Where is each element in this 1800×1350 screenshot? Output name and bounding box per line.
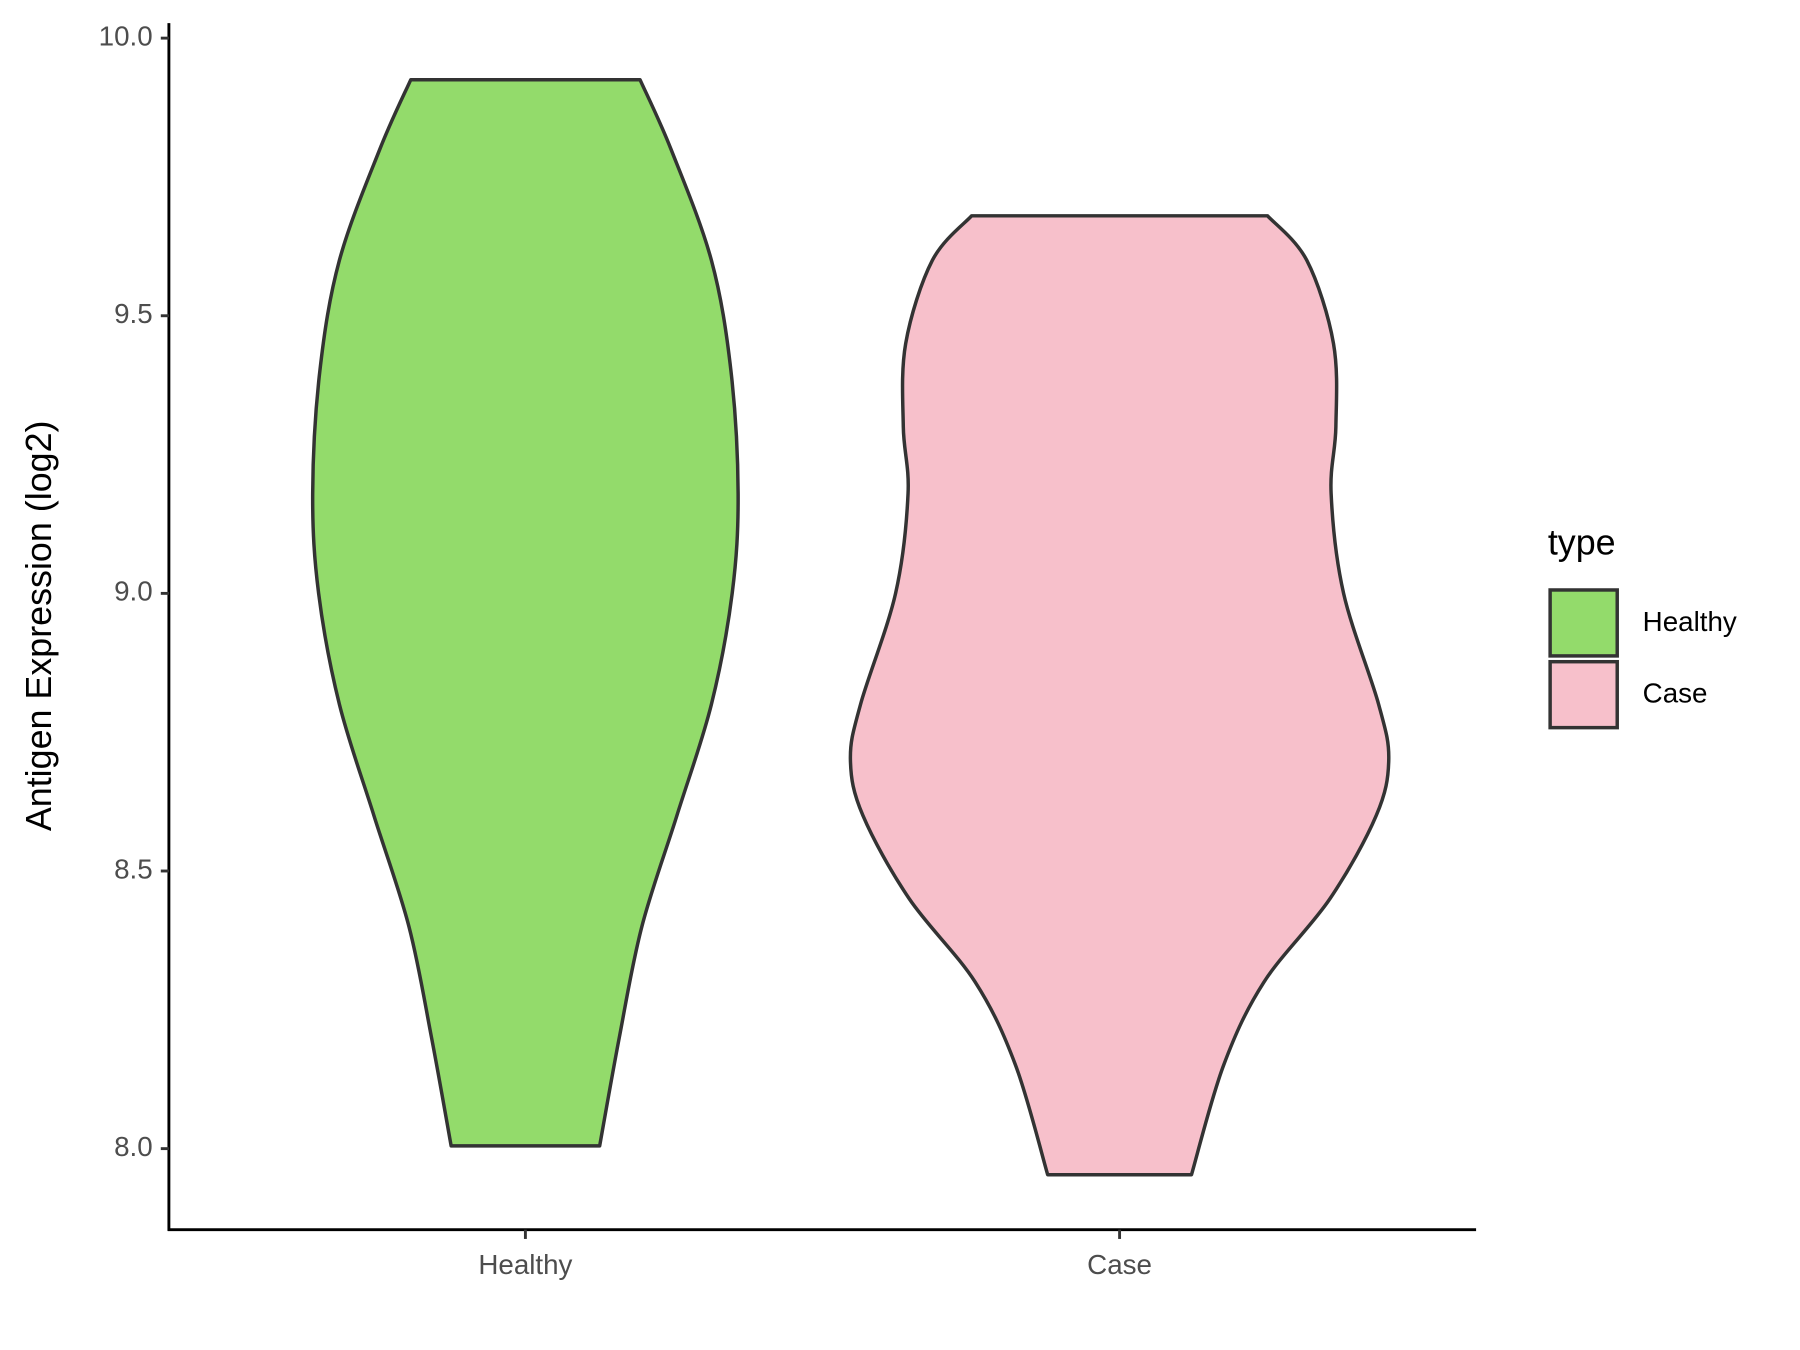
y-tick-label: 9.0	[114, 576, 153, 607]
y-tick-label: 9.5	[114, 298, 153, 329]
x-tick-label: Case	[1087, 1249, 1152, 1280]
y-tick-label: 8.0	[114, 1131, 153, 1162]
violin	[848, 214, 1391, 1177]
legend-label: Healthy	[1643, 606, 1737, 637]
legend-title: type	[1548, 522, 1616, 562]
x-tick-label: Healthy	[478, 1249, 572, 1280]
y-tick-label: 10.0	[99, 20, 153, 51]
y-axis-title: Antigen Expression (log2)	[19, 421, 59, 832]
legend-key	[1548, 659, 1619, 730]
legend-key	[1548, 588, 1619, 658]
y-tick-label: 8.5	[114, 853, 153, 884]
violin	[310, 78, 740, 1148]
legend-label: Case	[1643, 678, 1708, 709]
